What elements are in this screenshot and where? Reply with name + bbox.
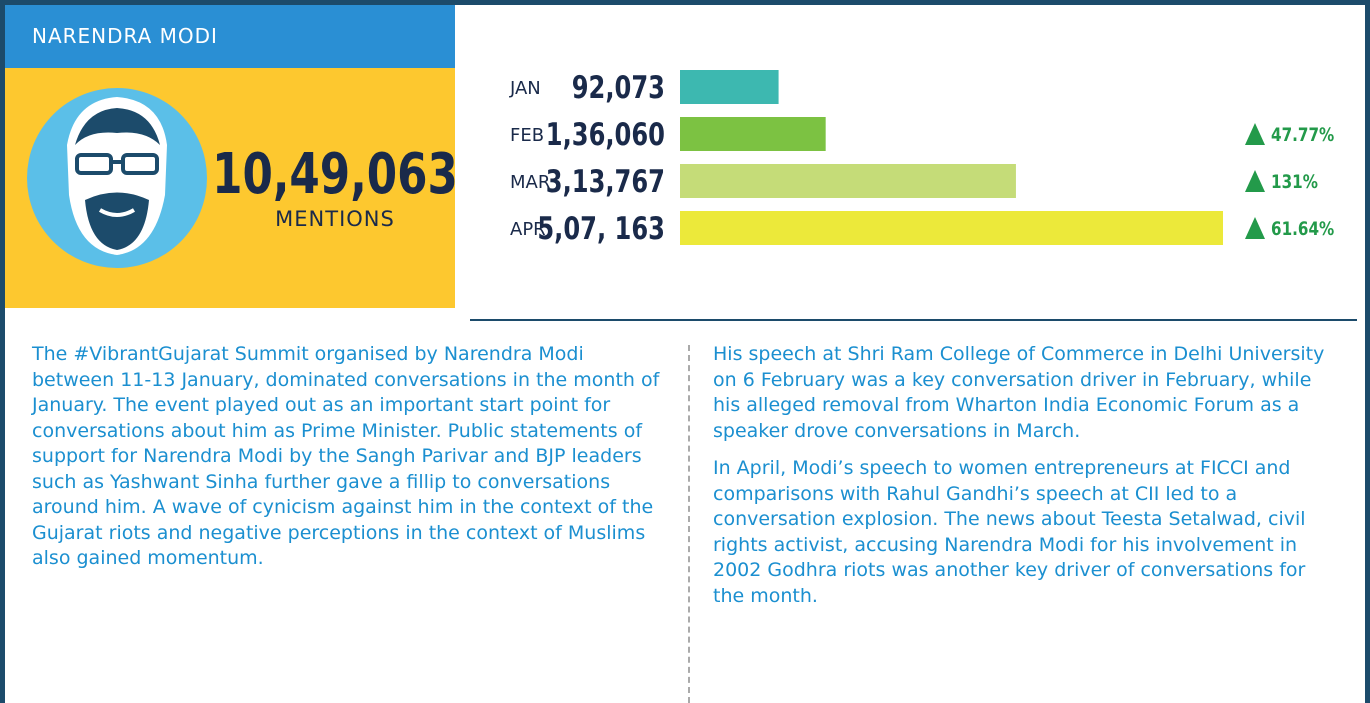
- change-label: 61.64%: [1271, 218, 1334, 240]
- right-column: His speech at Shri Ram College of Commer…: [713, 342, 1338, 621]
- category-label: APR: [510, 219, 546, 240]
- bar: [680, 164, 1016, 198]
- chart: NARENDRA MODI 10,49,063 MENTIONS JAN 92,0…: [5, 5, 1357, 321]
- category-label: FEB: [510, 125, 544, 146]
- category-label: JAN: [509, 78, 541, 99]
- bar: [680, 117, 826, 151]
- value-label: 5,07, 163: [537, 210, 665, 247]
- value-group: 3,13,767: [546, 163, 665, 200]
- bar: [680, 211, 1223, 245]
- change-arrow: [1245, 123, 1265, 145]
- value-label: 1,36,060: [546, 116, 665, 153]
- change-group: 61.64%: [1271, 218, 1334, 240]
- header-bar: [5, 5, 455, 68]
- left-column: The #VibrantGujarat Summit organised by …: [32, 342, 667, 584]
- name: NARENDRA MODI: [32, 24, 218, 48]
- change-label: 131%: [1271, 171, 1318, 193]
- total-caption: MENTIONS: [275, 207, 395, 231]
- value-group: 1,36,060: [546, 116, 665, 153]
- portrait: [27, 88, 207, 268]
- separator: [688, 345, 690, 703]
- bar: [680, 70, 779, 104]
- value-label: 92,073: [572, 69, 665, 106]
- category-label: MAR: [510, 172, 550, 193]
- value-group: 92,073: [572, 69, 665, 106]
- total-group: 10,49,063: [212, 141, 458, 207]
- change-arrow: [1245, 217, 1265, 239]
- value-label: 3,13,767: [546, 163, 665, 200]
- change-arrow: [1245, 170, 1265, 192]
- value-group: 5,07, 163: [537, 210, 665, 247]
- paragraph: His speech at Shri Ram College of Commer…: [713, 343, 1325, 442]
- page: NARENDRA MODI 10,49,063 MENTIONS JAN 92,0…: [5, 5, 1365, 703]
- paragraph: In April, Modi’s speech to women entrepr…: [713, 457, 1306, 607]
- paragraph: The #VibrantGujarat Summit organised by …: [32, 343, 660, 569]
- change-group: 47.77%: [1271, 124, 1334, 146]
- change-group: 131%: [1271, 171, 1318, 193]
- change-label: 47.77%: [1271, 124, 1334, 146]
- total: 10,49,063: [212, 141, 458, 207]
